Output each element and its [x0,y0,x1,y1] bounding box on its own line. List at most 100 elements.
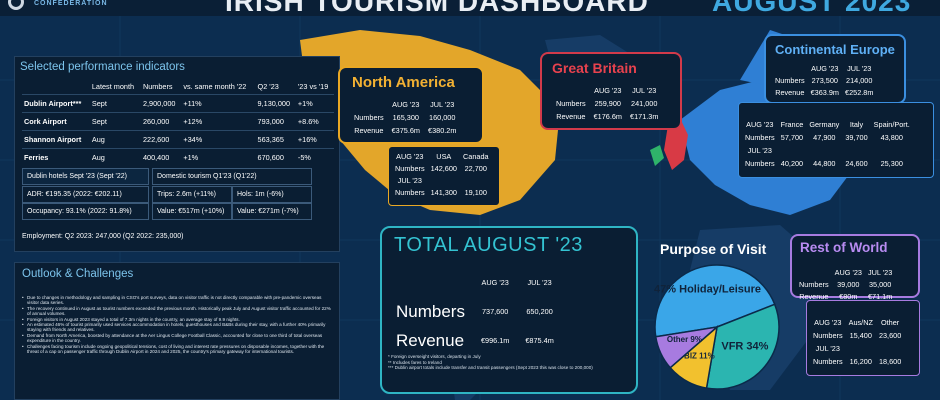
gb-head-aug: AUG '23 [594,86,622,95]
ce-aug-spain: 43,800 [880,133,903,142]
pie-slice [705,303,780,390]
na-split-aug-canada: 22,700 [464,163,487,173]
occ-prev: (2022: 91.8%) [87,208,132,215]
ce-head-jul: JUL '23 [847,63,872,73]
na-split-jul-label: JUL '23 [397,175,422,185]
kpi-title: Selected performance indicators [20,61,185,73]
list-item: An estimated 46% of tourist primarily us… [22,322,334,333]
kpi-numbers: 260,000 [140,111,182,130]
pie-slice [654,264,776,338]
hotels-adr: ADR: €195.35 (2022: €202.11) [22,186,149,203]
continental-europe-split-card [738,102,934,178]
great-britain-table: AUG '23 JUL '23 Numbers 259,900 241,000 Rev… [552,84,662,123]
kpi-name: Shannon Airport [22,129,90,148]
kpi-col-5: '23 vs '19 [297,82,329,92]
ce-aug-germany: 47,900 [813,133,836,142]
gb-head-jul: JUL '23 [632,86,657,95]
na-split-col-usa: USA [436,151,452,161]
row-label-numbers: Numbers [799,279,829,289]
ce-col-italy: Italy [849,120,864,129]
total-head-jul: JUL '23 [527,278,552,287]
ce-col-germany: Germany [809,120,840,129]
employment: Employment: Q2 2023: 247,000 (Q2 2022: 2… [22,233,184,240]
kpi-name: Ferries [22,147,90,166]
outlook-list: Due to changes in methodology and sampli… [22,295,334,354]
kpi-vs22: +34% [181,129,256,148]
na-split-numbers-label: Numbers [395,163,425,173]
gb-label-revenue: Revenue [556,112,586,121]
kpi-numbers: 2,900,000 [140,93,182,112]
ce-split-aug-label: AUG '23 [746,120,774,129]
ce-num-jul: 214,000 [846,75,873,85]
kpi-header-row: Latest month Numbers vs. same month '22 … [22,80,334,94]
row-rev-jul: €71.1m [867,291,893,301]
na-num-aug: 165,300 [392,113,419,122]
ce-aug-france: 57,700 [780,133,804,142]
ce-col-spain: Spain/Port. [873,120,910,129]
na-rev-jul: €380.2m [428,126,457,135]
na-num-jul: 160,000 [429,113,456,122]
list-item: Foreign visitors in August 2023 stayed a… [22,317,334,323]
kpi-vs19: +1% [295,93,334,112]
pie-label: Other 9% [667,335,702,344]
list-item: Challenges facing tourism include ongoin… [22,344,334,355]
kpi-name: Dublin Airport*** [22,93,90,112]
row-rev-aug: €80m [839,291,858,301]
domestic-value-2: Value: €271m (-7%) [232,203,312,220]
hotels-occupancy: Occupancy: 93.1% (2022: 91.8%) [22,203,149,220]
kpi-month: Sept [89,111,141,130]
footnote: * Foreign overseight visitors, departing… [388,354,481,359]
kpi-q2: 793,000 [255,111,296,130]
kpi-table: Latest month Numbers vs. same month '22 … [22,80,334,166]
kpi-col-3: vs. same month '22 [183,82,247,92]
occ-value: Occupancy: 93.1% [27,208,86,215]
ce-label-numbers: Numbers [775,75,805,85]
rest-of-world-card [790,234,920,298]
rest-of-world-split-table: AUG '23 Aus/NZ Other Numbers 15,400 23,600 J… [810,316,904,368]
row-num-jul: 35,000 [868,279,892,289]
na-split-jul-usa: 141,300 [430,187,457,197]
total-num-jul: 650,200 [526,307,553,316]
domestic-heading: Domestic tourism Q1'23 (Q1'22) [152,168,312,185]
list-item: Demand from North America, boosted by at… [22,333,334,344]
row-aug-ausnz: 15,400 [849,331,872,340]
table-row: Dublin Airport*** Sept 2,900,000 +11% 9,… [22,93,334,112]
ce-aug-italy: 39,700 [845,133,868,142]
row-jul-other: 18,600 [878,357,902,366]
table-row: Cork Airport Sept 260,000 +12% 793,000 +… [22,111,334,130]
dashboard-title: IRISH TOURISM DASHBOARD [225,0,649,17]
continental-europe-table: AUG '23 JUL '23 Numbers 273,500 214,000 Rev… [772,62,876,98]
kpi-numbers: 400,400 [140,147,182,166]
total-num-aug: 737,600 [481,307,509,316]
continental-europe-split-table: AUG '23 France Germany Italy Spain/Port. Num… [742,118,913,170]
ce-split-numbers-label-2: Numbers [745,159,775,168]
ce-col-france: France [780,120,804,129]
ce-jul-spain: 25,300 [880,159,903,168]
row-split-numbers-label: Numbers [813,331,843,340]
ce-jul-italy: 24,600 [845,159,868,168]
total-rev-aug: €996.1m [480,336,510,345]
row-head-aug: AUG '23 [834,267,862,277]
north-america-split-card [388,146,500,206]
row-split-jul-label: JUL '23 [815,344,840,353]
north-america-split-table: AUG '23 USA Canada Numbers 142,600 22,700 JU… [392,150,492,198]
top-bar [0,0,940,16]
row-split-numbers-label-2: Numbers [813,357,843,366]
kpi-vs22: +1% [181,147,256,166]
gb-label-numbers: Numbers [556,99,586,108]
list-item: The recovery continued in August as tour… [22,306,334,317]
great-britain-title: Great Britain [552,60,637,76]
pie-label: BIZ 11% [684,351,715,360]
kpi-col-0 [22,80,90,94]
kpi-numbers: 222,600 [140,129,182,148]
kpi-vs19: -5% [295,147,334,166]
kpi-name: Cork Airport [22,111,90,130]
kpi-vs22: +11% [181,93,256,112]
ce-rev-jul: €252.8m [845,87,874,97]
kpi-q2: 670,600 [255,147,296,166]
hotels-heading: Dublin hotels Sept '23 (Sept '22) [22,168,149,185]
total-head-aug: AUG '23 [481,278,509,287]
gb-num-jul: 241,000 [631,99,658,108]
adr-value: ADR: €195.35 [27,191,71,198]
kpi-vs22: +12% [181,111,256,130]
